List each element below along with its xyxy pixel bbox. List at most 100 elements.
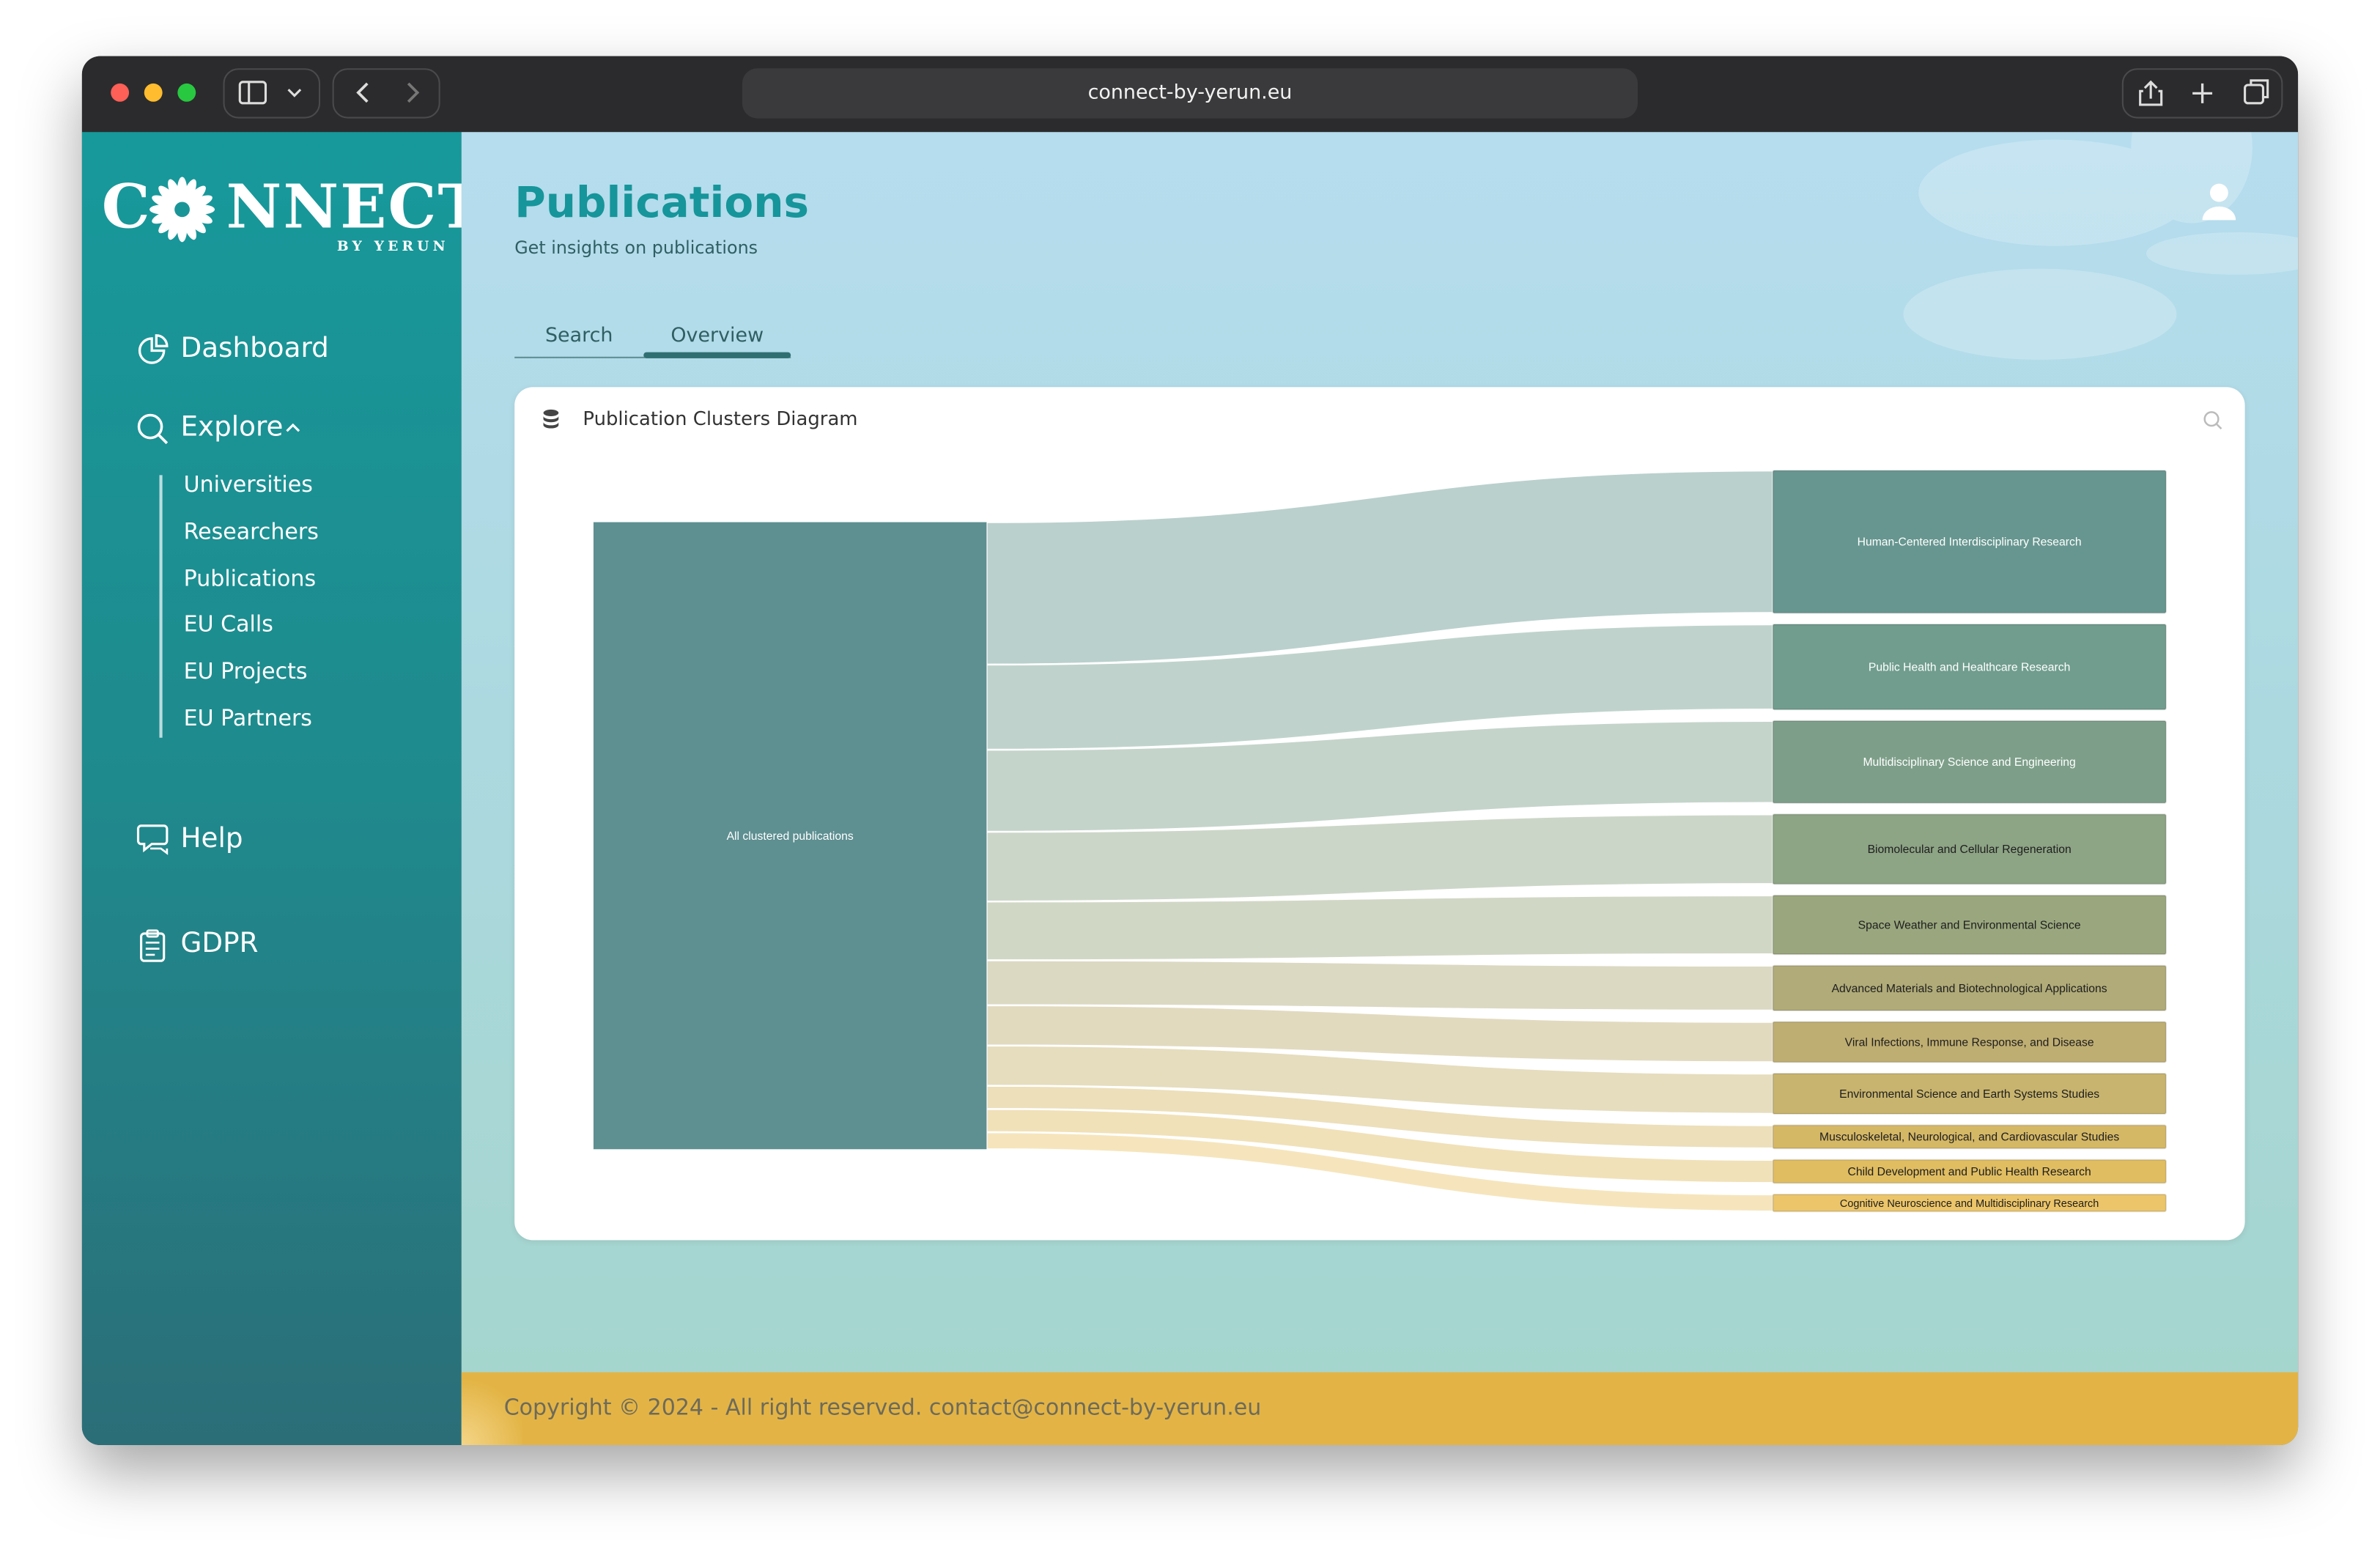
history-buttons[interactable] xyxy=(332,68,440,119)
tab-bar: Search Overview xyxy=(514,317,791,358)
submenu-item[interactable]: EU Projects xyxy=(183,660,308,685)
cluster-node xyxy=(1772,1072,2167,1115)
submenu-item[interactable]: Researchers xyxy=(183,520,319,545)
tab[interactable]: Overview xyxy=(670,325,764,348)
nav-explore[interactable]: Explore xyxy=(180,411,284,443)
cluster-node xyxy=(1772,894,2167,956)
submenu-item[interactable]: Publications xyxy=(183,566,317,592)
cluster-label: Advanced Materials and Biotechnological … xyxy=(1832,983,2107,995)
flow xyxy=(986,1131,1774,1213)
diagram-card: Publication Clusters Diagram Human-Cente… xyxy=(514,387,2245,1241)
cluster-node xyxy=(1772,720,2167,804)
cluster-label: Biomolecular and Cellular Regeneration xyxy=(1868,843,2072,856)
sankey-diagram: Human-Centered Interdisciplinary Researc… xyxy=(593,469,2167,1213)
nav-gdpr[interactable]: GDPR xyxy=(180,927,259,960)
address-bar[interactable]: connect-by-yerun.eu xyxy=(742,68,1638,119)
card-title: Publication Clusters Diagram xyxy=(583,407,858,430)
cluster-node xyxy=(1772,964,2167,1012)
collapse-chevron[interactable] xyxy=(284,421,302,436)
logo-flower xyxy=(149,177,215,243)
footer-decoration xyxy=(461,1372,522,1445)
cluster-node xyxy=(1772,470,2167,614)
submenu-item[interactable]: EU Partners xyxy=(183,707,312,732)
submenu-item[interactable]: EU Calls xyxy=(183,613,273,638)
url: connect-by-yerun.eu xyxy=(1087,81,1293,105)
nav-help[interactable]: Help xyxy=(180,822,243,855)
action-icons xyxy=(2139,79,2269,106)
database-icon xyxy=(543,409,559,429)
logo-petal xyxy=(182,215,196,240)
flow xyxy=(986,1004,1774,1063)
logo-petal xyxy=(158,185,178,206)
flow xyxy=(986,469,1774,666)
sidebar-icon xyxy=(238,81,302,105)
cluster-label: Environmental Science and Earth Systems … xyxy=(1839,1088,2099,1101)
header-decoration xyxy=(1903,132,2299,360)
flow xyxy=(986,1085,1774,1150)
flow xyxy=(986,720,1774,833)
cluster-label: Musculoskeletal, Neurological, and Cardi… xyxy=(1819,1131,2119,1144)
submenu-line xyxy=(159,475,162,738)
logo-petal xyxy=(168,215,182,240)
dashboard-icon xyxy=(138,334,169,364)
logo-petal xyxy=(186,213,206,234)
logo-petal xyxy=(158,213,178,234)
page-subtitle: Get insights on publications xyxy=(514,237,758,259)
logo-petal xyxy=(182,179,196,204)
flow xyxy=(986,1044,1774,1115)
cluster-node xyxy=(1772,1159,2167,1184)
logo-petal xyxy=(152,195,177,209)
flow xyxy=(986,1108,1774,1184)
active-tab-indicator xyxy=(643,352,791,358)
cluster-label: Child Development and Public Health Rese… xyxy=(1847,1166,2091,1178)
submenu-item[interactable]: Universities xyxy=(183,473,313,498)
logo-end: NNECT xyxy=(226,171,485,243)
window-actions[interactable] xyxy=(2121,68,2283,119)
zoom-button[interactable] xyxy=(177,83,196,102)
cluster-node xyxy=(1772,813,2167,885)
tab[interactable]: Search xyxy=(544,325,613,348)
card-search[interactable] xyxy=(2203,410,2224,431)
cluster-label: Multidisciplinary Science and Engineerin… xyxy=(1863,756,2075,769)
cluster-label: Human-Centered Interdisciplinary Researc… xyxy=(1858,536,2082,549)
flow xyxy=(986,959,1774,1012)
cluster-label: Space Weather and Environmental Science xyxy=(1858,919,2081,931)
flow xyxy=(986,894,1774,961)
page-title: Publications xyxy=(514,177,810,228)
main-content: Publications Get insights on publication… xyxy=(461,132,2299,1445)
sidebar: C NNECT BY YERUN Dashboard Explore Unive… xyxy=(81,132,483,1445)
close-button[interactable] xyxy=(111,83,130,102)
footer-text: Copyright © 2024 - All right reserved. c… xyxy=(503,1396,1262,1421)
nav-dashboard[interactable]: Dashboard xyxy=(180,332,329,365)
footer: Copyright © 2024 - All right reserved. c… xyxy=(461,1372,2299,1445)
source-node xyxy=(593,522,987,1150)
user-avatar[interactable] xyxy=(2201,180,2238,223)
cluster-node xyxy=(1772,624,2167,711)
history-icons xyxy=(356,82,420,103)
cluster-label: Cognitive Neuroscience and Multidiscipli… xyxy=(1840,1198,2099,1210)
cluster-label: Public Health and Healthcare Research xyxy=(1869,662,2071,674)
browser-window: connect-by-yerun.eu C NNECT BY YERUN Das… xyxy=(81,56,2299,1445)
gdpr-icon xyxy=(140,929,166,962)
sidebar-toggle[interactable] xyxy=(223,68,321,119)
minimize-button[interactable] xyxy=(144,83,163,102)
source-label: All clustered publications xyxy=(727,830,854,843)
logo-petal xyxy=(168,179,182,204)
help-icon xyxy=(136,824,169,855)
logo-petal xyxy=(188,195,212,209)
flow xyxy=(986,623,1774,751)
logo-tagline: BY YERUN xyxy=(336,240,449,255)
cluster-node xyxy=(1772,1124,2167,1150)
cluster-node xyxy=(1772,1021,2167,1063)
logo-petal xyxy=(152,210,177,224)
cluster-label: Viral Infections, Immune Response, and D… xyxy=(1845,1036,2094,1049)
logo-petal xyxy=(188,210,212,224)
logo-start: C xyxy=(101,171,152,243)
flow xyxy=(986,813,1774,903)
browser-toolbar: connect-by-yerun.eu xyxy=(81,56,2299,133)
explore-icon xyxy=(137,413,169,445)
logo-petal xyxy=(186,185,206,206)
cluster-node xyxy=(1772,1193,2167,1213)
